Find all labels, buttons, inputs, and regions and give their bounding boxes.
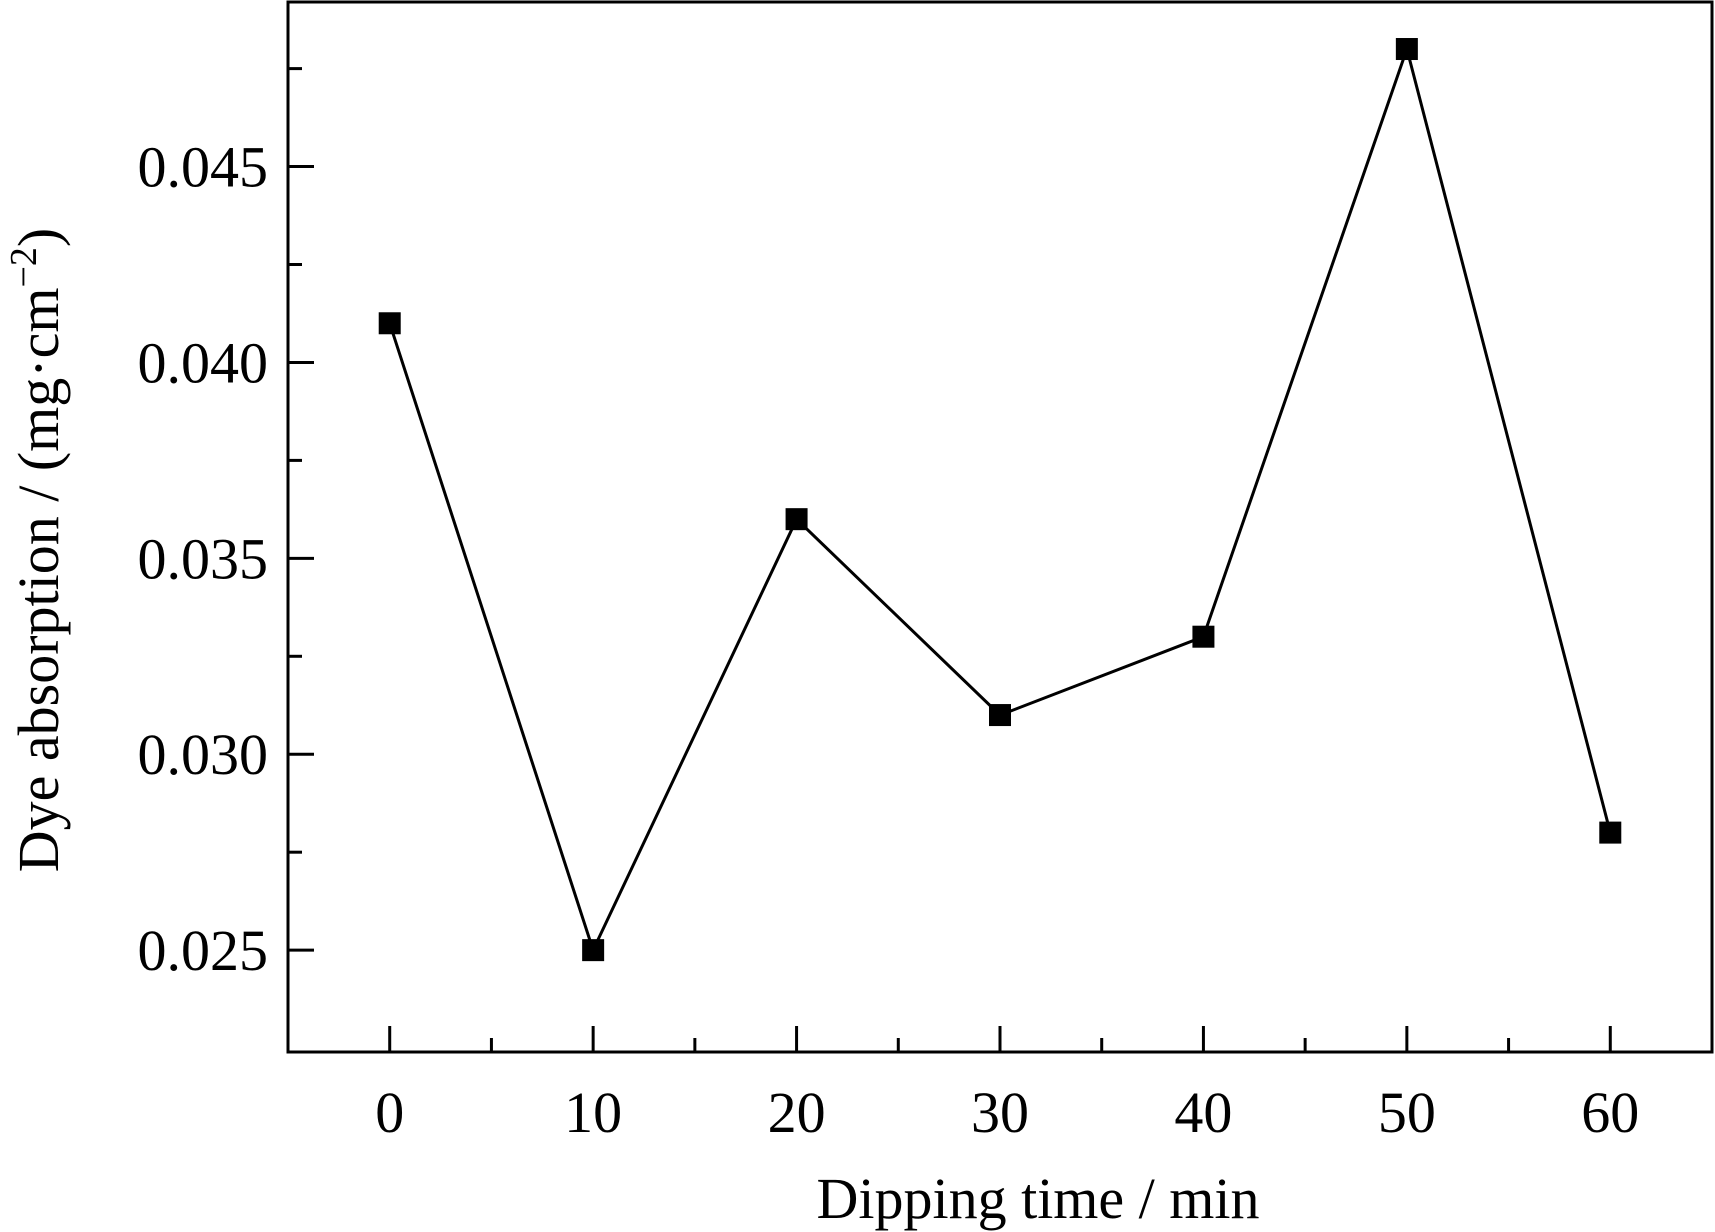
y-axis-title-close: ) — [6, 228, 71, 247]
x-tick-label: 30 — [971, 1080, 1029, 1145]
x-tick-label: 10 — [564, 1080, 622, 1145]
data-point-marker — [1192, 625, 1215, 648]
plot-frame — [286, 0, 1714, 1054]
y-axis-title-main: Dye absorption / (mg·cm — [6, 288, 71, 873]
data-point-marker — [582, 939, 605, 962]
x-tick-label: 20 — [768, 1080, 826, 1145]
x-tick-label: 50 — [1378, 1080, 1436, 1145]
data-point-marker — [1395, 38, 1418, 61]
x-tick-label: 60 — [1581, 1080, 1639, 1145]
y-tick-label: 0.030 — [138, 722, 269, 787]
y-tick-label: 0.040 — [138, 330, 269, 395]
y-tick-label: 0.035 — [138, 526, 269, 591]
data-point-marker — [378, 312, 401, 335]
data-point-marker — [989, 704, 1011, 727]
y-tick-label: 0.045 — [138, 135, 269, 200]
y-tick-label: 0.025 — [138, 918, 269, 983]
data-point-marker — [1599, 821, 1622, 844]
y-axis-title: Dye absorption / (mg·cm−2) — [3, 228, 71, 872]
x-tick-label: 40 — [1174, 1080, 1232, 1145]
plot-area: 0 10 20 30 40 50 60 0.025 0.030 0.035 0.040 0.045 — [138, 0, 1714, 1145]
y-axis-title-superscript: −2 — [3, 247, 45, 287]
x-axis-title: Dipping time / min — [816, 1166, 1259, 1231]
x-tick-label: 0 — [375, 1080, 404, 1145]
series-line — [388, 43, 1612, 955]
data-point-marker — [785, 508, 808, 531]
